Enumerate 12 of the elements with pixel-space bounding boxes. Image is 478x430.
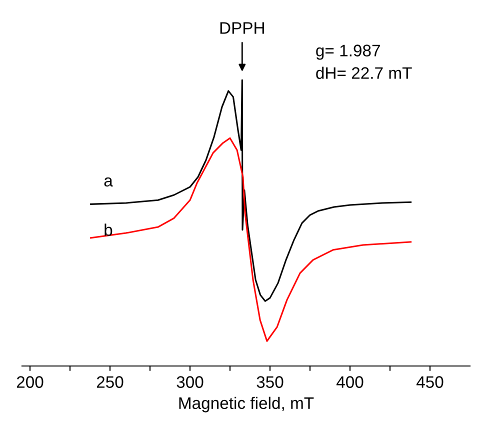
x-tick-label: 450 — [416, 376, 444, 388]
x-axis-title: Magnetic field, mT — [179, 396, 314, 412]
text: g= 1.987 — [316, 44, 380, 60]
x-tick-label: 350 — [256, 376, 284, 388]
x-tick-label: 300 — [176, 376, 204, 388]
x-tick-label: 400 — [336, 376, 364, 388]
x-tick-label: 250 — [96, 376, 124, 388]
series-label: a — [104, 177, 113, 187]
series-label: b — [104, 224, 112, 236]
annotation: DPPH — [220, 22, 264, 34]
x-tick-label: 200 — [16, 376, 44, 388]
text: dH= 22.7 mT — [316, 66, 412, 79]
